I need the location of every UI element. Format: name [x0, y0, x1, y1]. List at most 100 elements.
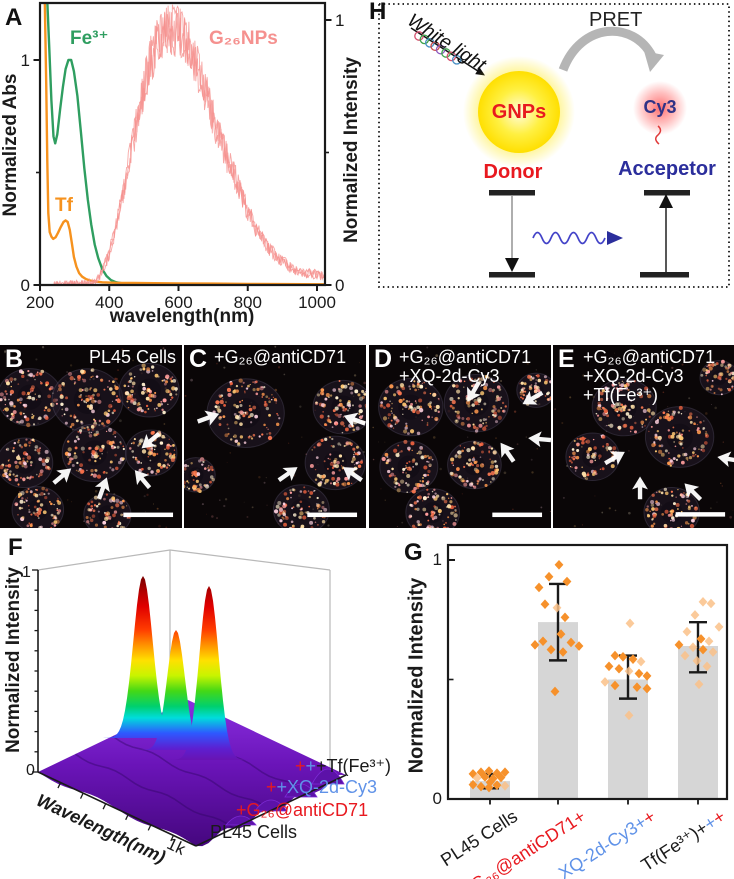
arrow-icon [500, 442, 516, 463]
data-point [544, 571, 554, 582]
cell-2 [565, 432, 620, 482]
treatment-label: +G₂₆@antiCD71 +XQ-2d-Cy3 +Tf(Fe³⁺) [583, 347, 716, 406]
data-point [688, 642, 698, 653]
data-point [610, 650, 620, 661]
data-point [706, 598, 716, 609]
data-point [468, 769, 478, 779]
svg-text:1: 1 [335, 11, 344, 30]
x-axis-ticks: 200 400 600 800 1000 [26, 285, 336, 312]
data-point [558, 647, 568, 657]
data-point [698, 644, 708, 655]
data-point [624, 666, 634, 676]
panel-g-bar-chart: G Normalized Intensity 1 0 PL45 Cells G₂₆… [390, 525, 734, 879]
data-point [698, 597, 708, 607]
data-point [500, 767, 510, 778]
panel-g-ytick-0: 0 [432, 789, 442, 808]
micrograph-letter-E: E [558, 345, 575, 373]
arrow-icon [343, 412, 366, 428]
cell-7 [83, 493, 132, 528]
micrograph-D: D +G₂₆@antiCD71 +XQ-2d-Cy3 [369, 345, 551, 528]
surface-3d-plot [32, 549, 347, 847]
data-point [624, 710, 634, 721]
treatment-label: +G₂₆@antiCD71 +XQ-2d-Cy3 [399, 347, 532, 387]
data-point [694, 679, 704, 690]
data-point [468, 779, 478, 790]
pointer-arrows [52, 431, 161, 500]
data-point [546, 644, 556, 655]
arrow-icon [196, 410, 220, 426]
right-arrow-icon [607, 231, 623, 245]
data-point [714, 622, 724, 632]
data-point [485, 777, 495, 788]
arrow-icon [52, 468, 72, 485]
data-point [708, 647, 718, 657]
pointer-arrows [196, 410, 366, 483]
panel-g-letter: G [404, 539, 423, 566]
base-ripple [284, 783, 318, 798]
data-point [702, 661, 712, 672]
data-point [480, 772, 490, 782]
pointer-arrows [604, 451, 734, 502]
left-axis-ticks: 01 [21, 51, 40, 295]
cell-0 [206, 378, 285, 448]
plot-frame [38, 1, 327, 287]
treatment-label: +G₂₆@antiCD71 [214, 347, 347, 367]
cell-2 [118, 363, 180, 418]
cell-2 [379, 439, 439, 494]
data-point [560, 612, 570, 623]
panel-f-3d-surface: F Normalized Intensity 1 0 Wavelength(nm… [0, 528, 392, 879]
data-point [472, 773, 482, 783]
scale-bar [492, 512, 543, 518]
data-point [680, 650, 690, 661]
cell-3 [272, 484, 330, 528]
arrow-icon [141, 431, 161, 449]
cell-1 [644, 405, 715, 468]
gnps-label: GNPs [491, 101, 547, 123]
pointer-arrows [467, 380, 551, 463]
data-point [496, 772, 506, 783]
cell-2 [304, 435, 366, 491]
base-ripple [254, 799, 288, 812]
arrow-icon [277, 467, 298, 483]
acceptor-label: Accepetor [618, 158, 716, 180]
data-point [600, 677, 610, 687]
curve-label-0: Fe³⁺ [70, 28, 109, 49]
data-point [628, 654, 638, 664]
pret-arrow [558, 26, 664, 72]
treatment-label: PL45 Cells [88, 347, 176, 367]
curve-label-2: G₂₆NPs [209, 28, 278, 49]
down-arrow-icon [505, 258, 519, 272]
cell-4 [184, 457, 216, 493]
cy3-blob [633, 81, 687, 145]
data-point [690, 610, 700, 620]
data-point [614, 663, 624, 674]
scale-bar [307, 512, 358, 518]
cell-6 [11, 486, 65, 528]
cell-3 [0, 437, 54, 489]
pret-label: PRET [589, 9, 643, 31]
error-bars [481, 582, 707, 790]
arrow-icon [134, 470, 152, 490]
arrow-icon [684, 483, 703, 502]
cell-0 [591, 378, 657, 437]
up-arrow-icon [659, 194, 673, 208]
data-point [540, 599, 550, 610]
cell-3 [643, 486, 700, 528]
row-ridge [75, 753, 234, 829]
data-point [574, 641, 584, 651]
axes [32, 569, 347, 847]
surface-row-label-3: +++Tf(Fe³⁺) [295, 756, 392, 776]
surface-row-label-0: PL45 Cells [210, 822, 298, 842]
arrow-icon [467, 380, 481, 402]
donor-energy-levels [489, 190, 535, 278]
surface-peak-1 [134, 630, 218, 750]
arrow-icon [528, 431, 551, 448]
panel-a-ylabel-right: Normalized Intensity [341, 57, 362, 243]
svg-text:600: 600 [164, 293, 192, 312]
row-ridge [112, 735, 272, 812]
surface-peak-2 [167, 586, 251, 760]
data-point [704, 636, 714, 647]
arrow-icon [522, 390, 544, 405]
data-point [534, 582, 544, 593]
data-point [674, 640, 684, 650]
